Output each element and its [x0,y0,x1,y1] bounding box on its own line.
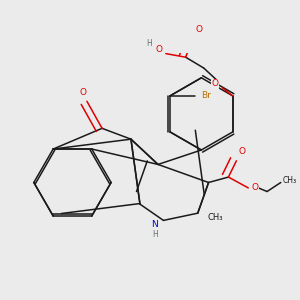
Text: N: N [151,220,158,229]
Text: CH₃: CH₃ [283,176,297,185]
Text: CH₃: CH₃ [207,213,223,222]
Text: O: O [80,88,87,97]
Text: Br: Br [201,91,211,100]
Text: O: O [251,183,258,192]
Text: O: O [155,45,162,54]
Text: H: H [153,230,158,239]
Text: O: O [238,147,245,156]
Text: O: O [212,79,219,88]
Text: H: H [147,39,152,48]
Text: O: O [196,25,203,34]
